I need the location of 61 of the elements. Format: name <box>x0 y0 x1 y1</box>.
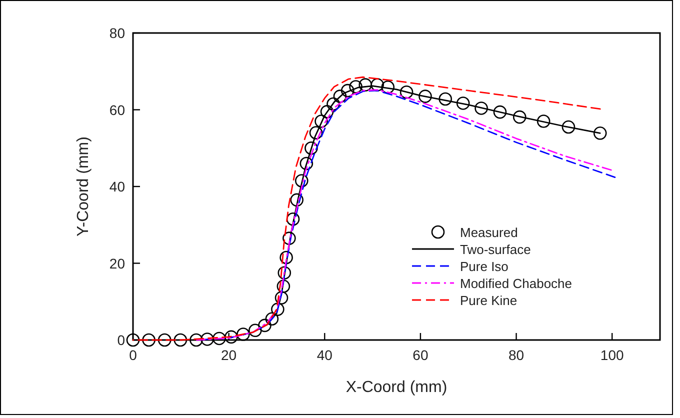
point <box>258 318 272 332</box>
point <box>340 84 354 98</box>
point <box>294 174 308 188</box>
point <box>309 126 323 140</box>
y-tick-label: 0 <box>117 332 126 348</box>
point <box>304 141 318 155</box>
point <box>290 193 304 207</box>
point <box>456 96 470 110</box>
point <box>280 250 293 264</box>
point <box>438 92 452 106</box>
point <box>236 328 250 341</box>
point <box>174 333 188 347</box>
x-tick-label: 40 <box>316 347 333 363</box>
point <box>158 333 172 347</box>
point <box>358 78 372 92</box>
point <box>282 232 296 245</box>
point <box>286 212 300 226</box>
point <box>224 330 238 344</box>
point <box>190 333 203 347</box>
x-tick-label: 0 <box>129 347 138 363</box>
x-axis-title: X-Coord (mm) <box>346 379 448 396</box>
point <box>126 333 140 347</box>
point <box>276 280 290 293</box>
y-tick-label: 40 <box>109 178 126 194</box>
point <box>493 105 507 119</box>
point <box>314 114 328 128</box>
point <box>212 332 226 346</box>
x-tick-label: 20 <box>221 347 237 363</box>
y-tick-label: 60 <box>109 102 126 118</box>
point <box>300 156 314 170</box>
point <box>536 114 550 128</box>
y-tick-label: 20 <box>109 255 126 272</box>
point <box>200 332 214 346</box>
point <box>142 333 156 347</box>
point <box>265 312 279 326</box>
point <box>333 90 347 103</box>
point <box>562 120 576 134</box>
y-axis-title: Y-Coord (mm) <box>75 136 92 236</box>
point <box>274 291 288 304</box>
point <box>418 90 432 103</box>
legend-label: Pure Kine <box>460 293 518 308</box>
point <box>400 85 414 99</box>
legend-label: Pure Iso <box>460 259 508 274</box>
point <box>320 105 334 118</box>
point <box>326 97 340 111</box>
point <box>278 266 292 280</box>
point <box>381 80 395 94</box>
legend-label: Two-surface <box>460 242 531 257</box>
x-tick-label: 80 <box>508 347 524 363</box>
x-tick-label: 60 <box>412 347 428 363</box>
point <box>593 126 607 140</box>
legend-label: Measured <box>460 225 518 240</box>
point <box>512 110 526 124</box>
point <box>271 302 284 316</box>
point <box>370 78 384 92</box>
legend-label: Modified Chaboche <box>460 276 572 291</box>
y-tick-label: 80 <box>109 25 126 41</box>
point <box>248 324 262 338</box>
x-tick-label: 100 <box>600 347 624 363</box>
point <box>474 102 488 115</box>
point <box>349 80 362 94</box>
